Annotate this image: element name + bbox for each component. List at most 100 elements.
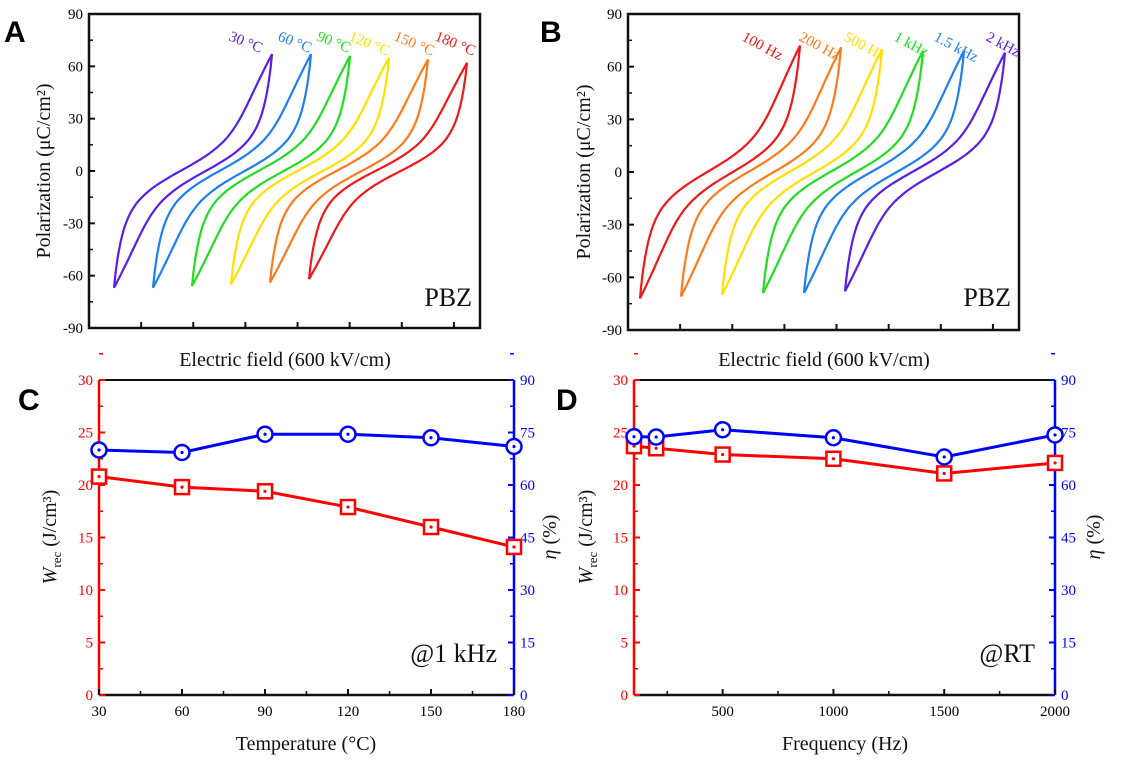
loop-label: 1 kHz xyxy=(891,29,931,60)
marker-center-dot xyxy=(654,446,658,450)
y-tick-label: -30 xyxy=(63,216,83,232)
y-tick-label: 90 xyxy=(68,7,83,23)
loop-label: 180 °C xyxy=(433,29,478,60)
left-y-tick-label: 15 xyxy=(78,531,93,547)
marker-center-dot xyxy=(831,436,836,440)
right-y-tick-label: 0 xyxy=(1061,688,1069,704)
panel-d-chart: 0 5 10 15 20 25 30 0 15 30 45 60 75 90 500 1000 1500 2000 xyxy=(613,353,1076,720)
panel-a-annotation: PBZ xyxy=(424,283,472,312)
panel-c-xlabel: Temperature (°C) xyxy=(236,733,376,755)
left-y-tick-label: 15 xyxy=(613,531,628,547)
panel-letter-a: A xyxy=(4,16,26,49)
panel-d-xlabel: Frequency (Hz) xyxy=(782,733,908,755)
panel-d-ylabel-left: Wrec (J/cm³) xyxy=(575,490,600,585)
pe-loop xyxy=(229,57,391,285)
y-tick-label: 30 xyxy=(68,112,83,128)
left-y-tick-label: 0 xyxy=(621,688,629,704)
left-y-tick-label: 10 xyxy=(613,583,628,599)
right-y-tick-label: 45 xyxy=(520,531,535,547)
left-y-tick-label: 20 xyxy=(78,478,93,494)
y-tick-label: 0 xyxy=(615,165,623,181)
marker-center-dot xyxy=(180,450,184,455)
pe-loop xyxy=(268,58,430,284)
loop-label: 100 Hz xyxy=(739,29,785,64)
left-y-tick-label: 30 xyxy=(78,373,93,389)
marker-center-dot xyxy=(512,545,516,549)
right-y-tick-label: 60 xyxy=(1061,478,1076,494)
x-tick-label: 1500 xyxy=(929,704,959,720)
x-tick-label: 120 xyxy=(337,704,360,720)
marker-center-dot xyxy=(654,435,658,439)
y-tick-label: -90 xyxy=(63,321,83,337)
marker-center-dot xyxy=(632,435,636,439)
y-tick-label: 90 xyxy=(607,7,622,23)
x-tick-label: 180 xyxy=(503,704,526,720)
panel-d-ylabel-right: η (%) xyxy=(1083,515,1105,560)
left-series-line xyxy=(633,444,1056,475)
pe-loop xyxy=(761,50,925,294)
plot-frame xyxy=(626,12,1021,332)
y-tick-label: 60 xyxy=(607,60,622,76)
left-series-line xyxy=(98,475,515,549)
panel-letter-b: B xyxy=(540,16,562,49)
marker-center-dot xyxy=(180,485,184,489)
right-y-tick-label: 30 xyxy=(1061,583,1076,599)
marker-center-dot xyxy=(263,432,267,436)
marker-center-dot xyxy=(429,525,433,529)
loop-label: 30 °C xyxy=(227,29,265,57)
right-y-tick-label: 90 xyxy=(1061,373,1076,389)
marker-center-dot xyxy=(97,448,101,452)
y-tick-label: 30 xyxy=(607,112,622,128)
panel-letter-c: C xyxy=(18,384,40,417)
right-y-tick-label: 30 xyxy=(520,583,535,599)
marker-center-dot xyxy=(512,444,516,449)
pe-loop xyxy=(112,53,274,289)
panel-b-annotation: PBZ xyxy=(963,283,1011,312)
right-y-tick-label: 15 xyxy=(1061,636,1076,652)
marker-center-dot xyxy=(346,505,350,509)
panel-a-ylabel: Polarization (μC/cm²) xyxy=(33,83,55,258)
left-y-tick-label: 5 xyxy=(86,636,94,652)
y-tick-label: 60 xyxy=(68,59,83,75)
loop-label: 60 °C xyxy=(276,29,314,57)
pe-loop xyxy=(720,48,884,296)
left-y-tick-label: 10 xyxy=(78,583,93,599)
pe-loop xyxy=(638,45,802,299)
marker-center-dot xyxy=(721,452,725,457)
panel-c-ylabel-left: Wrec (J/cm³) xyxy=(39,490,64,585)
panel-a-xlabel: Electric field (600 kV/cm) xyxy=(179,349,391,371)
right-y-tick-label: 75 xyxy=(520,426,535,442)
x-tick-label: 150 xyxy=(420,704,443,720)
right-y-tick-label: 75 xyxy=(1061,426,1076,442)
panel-c-ylabel-right: η (%) xyxy=(539,515,561,560)
right-y-tick-label: 60 xyxy=(520,478,535,494)
loop-label: 200 Hz xyxy=(796,29,842,64)
marker-center-dot xyxy=(1053,461,1057,465)
marker-center-dot xyxy=(346,432,350,436)
y-tick-label: -90 xyxy=(602,323,622,339)
panel-d-annotation: @RT xyxy=(979,639,1035,668)
pe-loop xyxy=(679,46,843,298)
marker-center-dot xyxy=(942,471,946,476)
pe-loop xyxy=(802,50,966,294)
x-tick-label: 30 xyxy=(92,704,107,720)
x-tick-label: 60 xyxy=(175,704,190,720)
panel-letter-d: D xyxy=(556,384,578,417)
pe-loop xyxy=(843,52,1007,292)
right-series-line xyxy=(98,432,515,454)
y-tick-label: 0 xyxy=(76,164,84,180)
right-y-tick-label: 0 xyxy=(520,688,528,704)
left-y-tick-label: 30 xyxy=(613,373,628,389)
x-tick-label: 500 xyxy=(711,704,734,720)
pe-loop xyxy=(190,55,352,287)
loop-label: 500 Hz xyxy=(841,29,887,64)
loop-label: 120 °C xyxy=(347,29,392,60)
x-tick-label: 90 xyxy=(258,704,273,720)
panel-b-xlabel: Electric field (600 kV/cm) xyxy=(718,349,930,371)
left-y-tick-label: 25 xyxy=(613,426,628,442)
y-tick-label: -30 xyxy=(602,218,622,234)
right-y-tick-label: 90 xyxy=(520,373,535,389)
marker-center-dot xyxy=(97,475,101,479)
